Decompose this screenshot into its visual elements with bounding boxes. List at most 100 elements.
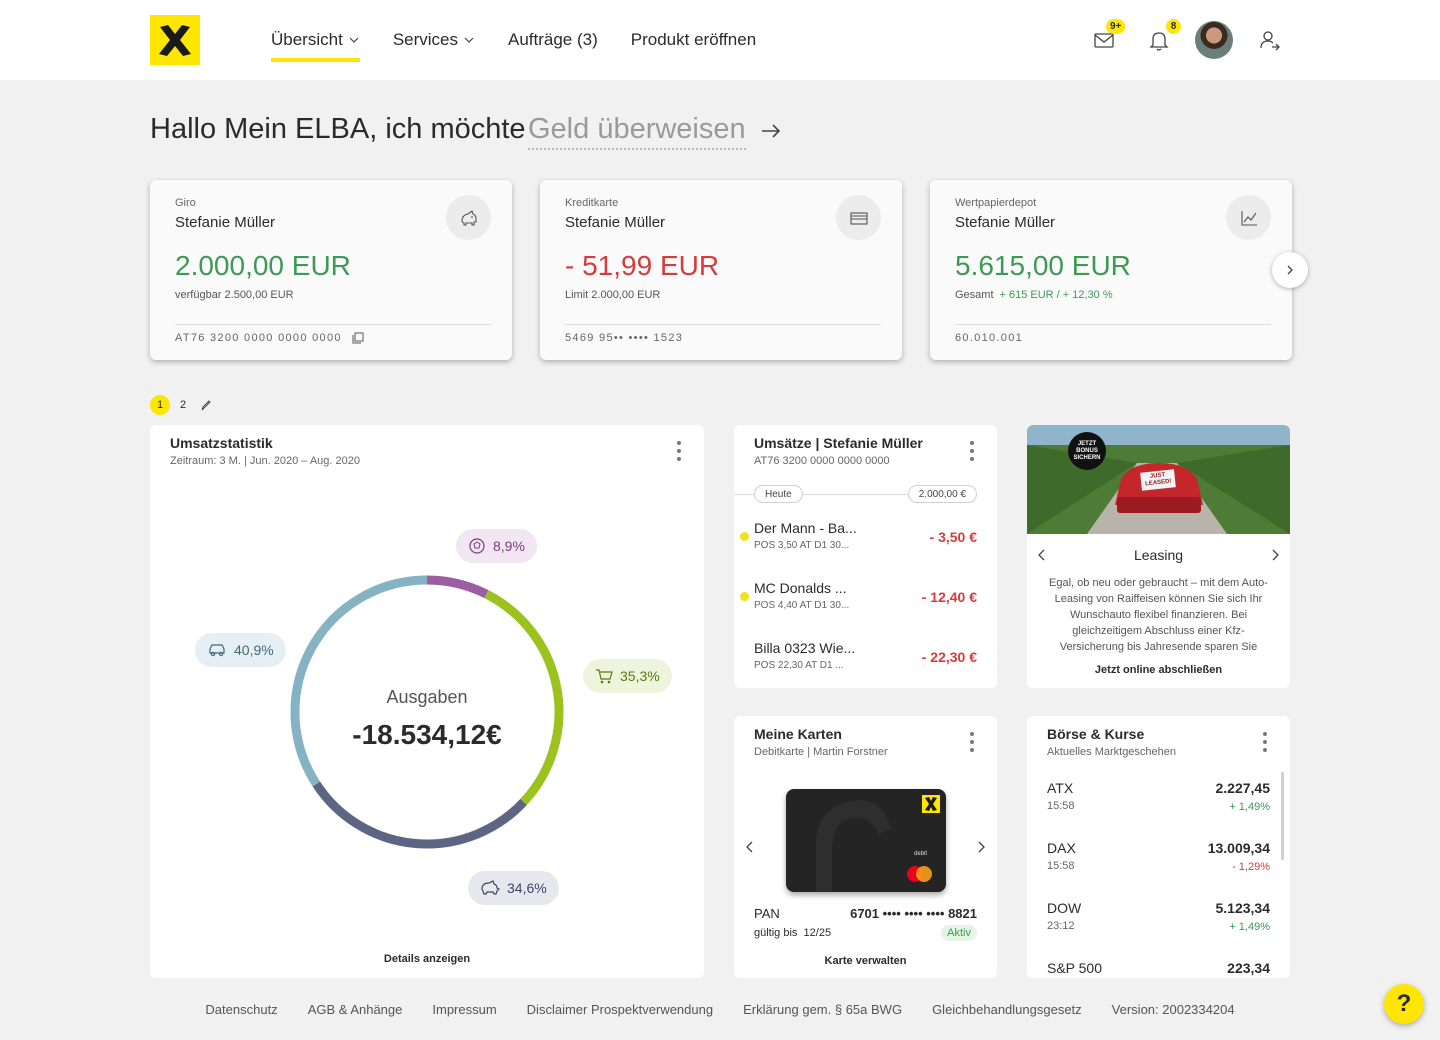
scrollbar[interactable] [1281, 772, 1284, 860]
donut-segment[interactable] [290, 575, 428, 787]
transaction-amount: - 22,30 € [921, 649, 977, 665]
user-logout-icon [1260, 31, 1280, 51]
main-nav: Übersicht Services Aufträge (3) Produkt … [271, 0, 789, 80]
logout-button[interactable] [1258, 28, 1282, 52]
nav-item-label: Services [392, 30, 458, 49]
footer-links: Datenschutz AGB & Anhänge Impressum Disc… [0, 1002, 1440, 1017]
chevron-right-icon[interactable] [975, 839, 987, 855]
footer-link-datenschutz[interactable]: Datenschutz [205, 1002, 278, 1017]
account-number: 5469 95•• •••• 1523 [565, 332, 683, 344]
valid-label: gültig bis [754, 927, 798, 939]
nav-item-uebersicht[interactable]: Übersicht [271, 30, 360, 62]
account-available: verfügbar 2.500,00 EUR [175, 289, 294, 301]
footer-link-disclaimer[interactable]: Disclaimer Prospektverwendung [526, 1002, 714, 1017]
manage-card-link[interactable]: Karte verwalten [824, 955, 907, 967]
leasing-promo-image[interactable]: JETZT BONUS SICHERN JUST LEASED! [1027, 425, 1290, 534]
mail-button[interactable] [1092, 28, 1116, 52]
transaction-amount: - 12,40 € [921, 589, 977, 605]
quote-time: 23:12 [1047, 920, 1075, 932]
account-sub-label: Limit 2.000,00 EUR [565, 289, 661, 301]
chevron-right-icon [1287, 265, 1293, 275]
account-type: Kreditkarte [565, 197, 619, 209]
category-percent: 34,6% [507, 880, 547, 896]
raiffeisen-logo[interactable] [150, 15, 200, 65]
quote-row[interactable]: DOW 23:12 5.123,34 + 1,49% [1047, 896, 1270, 946]
category-pill-savings[interactable]: 34,6% [468, 871, 559, 905]
widget-title: Umsatzstatistik [170, 435, 273, 451]
account-icon-button[interactable] [446, 195, 491, 240]
chevron-down-icon [349, 37, 359, 43]
transaction-row[interactable]: Billa 0323 Wie... POS 22,30 AT D1 ... - … [734, 635, 997, 685]
transaction-amount: - 3,50 € [929, 529, 977, 545]
account-card-wertpapierdepot[interactable]: Wertpapierdepot Stefanie Müller 5.615,00… [930, 180, 1292, 360]
spending-donut-chart [290, 575, 564, 849]
quote-row[interactable]: DAX 15:58 13.009,34 - 1,29% [1047, 836, 1270, 886]
quote-time: 15:58 [1047, 800, 1075, 812]
account-owner: Stefanie Müller [565, 214, 666, 231]
more-options-button[interactable] [1262, 732, 1268, 752]
footer-link-impressum[interactable]: Impressum [432, 1002, 497, 1017]
details-link[interactable]: Details anzeigen [383, 953, 471, 965]
more-options-button[interactable] [969, 441, 975, 461]
avatar[interactable] [1195, 21, 1233, 59]
greeting-action-select[interactable]: Geld überweisen [528, 113, 746, 150]
soccer-ball-icon [469, 538, 485, 554]
more-options-button[interactable] [969, 732, 975, 752]
account-type: Wertpapierdepot [955, 197, 1037, 209]
nav-item-label: Produkt eröffnen [630, 30, 757, 49]
more-options-button[interactable] [676, 441, 682, 461]
pencil-icon [201, 400, 211, 411]
boerse-kurse-widget: Börse & Kurse Aktuelles Marktgeschehen A… [1027, 716, 1290, 978]
transaction-row[interactable]: Der Mann - Ba... POS 3,50 AT D1 30... - … [734, 515, 997, 565]
footer-link-agb[interactable]: AGB & Anhänge [307, 1002, 403, 1017]
page-1-button[interactable]: 1 [150, 395, 170, 415]
promo-link[interactable]: Jetzt online abschließen [1094, 664, 1223, 676]
category-pill-shopping[interactable]: 35,3% [583, 659, 672, 693]
notification-badge: 8 [1166, 19, 1181, 34]
bell-icon [1149, 32, 1169, 51]
category-percent: 40,9% [234, 642, 274, 658]
debit-card-image[interactable]: debit [786, 789, 946, 892]
copy-icon[interactable] [352, 332, 364, 344]
nav-item-label: Aufträge (3) [508, 30, 598, 49]
nav-item-services[interactable]: Services [393, 30, 475, 50]
edit-dashboard-button[interactable] [196, 395, 216, 415]
category-pill-car[interactable]: 40,9% [195, 633, 286, 667]
quote-row[interactable]: ATX 15:58 2.227,45 + 1,49% [1047, 776, 1270, 826]
transaction-name: Der Mann - Ba... [754, 520, 857, 536]
chevron-right-icon[interactable] [1268, 547, 1282, 563]
nav-item-auftraege[interactable]: Aufträge (3) [508, 30, 598, 50]
page-2-button[interactable]: 2 [179, 399, 187, 411]
donut-segment[interactable] [426, 575, 489, 599]
notifications-button[interactable] [1147, 28, 1171, 52]
account-card-kreditkarte[interactable]: Kreditkarte Stefanie Müller - 51,99 EUR … [540, 180, 902, 360]
piggy-bank-icon [460, 209, 477, 226]
donut-segment[interactable] [312, 781, 527, 849]
donut-center-label: Ausgaben [386, 687, 468, 707]
date-chip: Heute [754, 485, 803, 503]
promo-text: Egal, ob neu oder gebraucht – mit dem Au… [1049, 577, 1268, 653]
arrow-right-icon[interactable] [760, 121, 782, 141]
quote-row[interactable]: S&P 500 223,34 [1047, 956, 1270, 978]
nav-item-produkt-eroeffnen[interactable]: Produkt eröffnen [631, 30, 756, 50]
account-sub-label: verfügbar 2.500,00 EUR [175, 289, 294, 301]
help-button[interactable]: ? [1384, 984, 1424, 1024]
account-card-giro[interactable]: Giro Stefanie Müller 2.000,00 EUR verfüg… [150, 180, 512, 360]
cards-next-button[interactable] [1272, 252, 1308, 288]
transaction-row[interactable]: MC Donalds ... POS 4,40 AT D1 30... - 12… [734, 575, 997, 625]
quote-name: S&P 500 [1047, 960, 1103, 976]
footer-link-gleichbehandlung[interactable]: Gleichbehandlungsgesetz [932, 1002, 1082, 1017]
account-icon-button[interactable] [1226, 195, 1271, 240]
account-owner: Stefanie Müller [955, 214, 1056, 231]
chevron-left-icon[interactable] [744, 839, 756, 855]
donut-segment[interactable] [484, 590, 564, 805]
piggy-bank-icon [481, 880, 500, 895]
footer-link-erklaerung[interactable]: Erklärung gem. § 65a BWG [743, 1002, 903, 1017]
widget-title: Meine Karten [754, 726, 842, 742]
chart-icon [1240, 210, 1257, 226]
chevron-left-icon[interactable] [1035, 547, 1049, 563]
account-icon-button[interactable] [836, 195, 881, 240]
account-number: 60.010.001 [955, 332, 1023, 344]
category-pill-sport[interactable]: 8,9% [456, 529, 537, 563]
account-total: Gesamt + 615 EUR / + 12,30 % [955, 289, 1113, 301]
